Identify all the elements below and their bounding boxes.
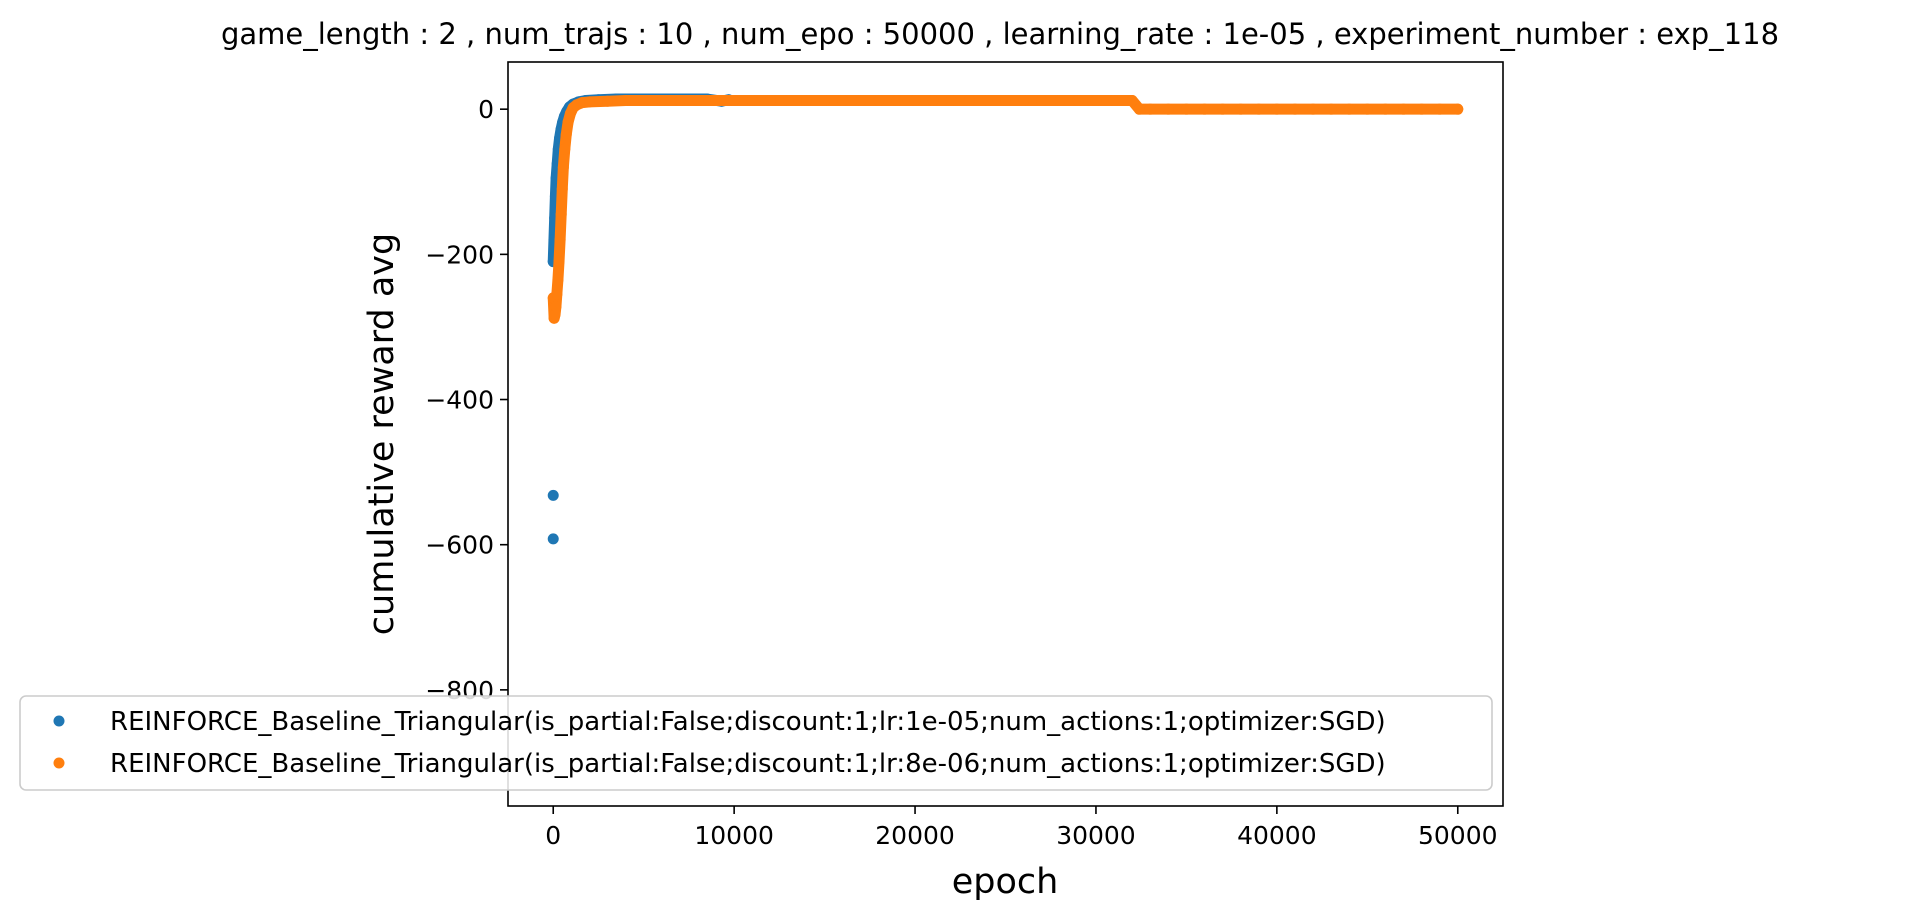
data-point [782,94,794,106]
data-point [1054,94,1066,106]
legend-frame [19,695,1493,791]
data-point [1343,103,1355,115]
x-axis-label: epoch [952,862,1059,902]
data-point [547,533,559,545]
data-point [559,143,571,155]
data-point [560,129,572,141]
data-point [583,96,595,108]
data-point [1144,103,1156,115]
data-point [1072,94,1084,106]
data-point [555,208,567,220]
x-tick-label: 0 [545,821,561,850]
data-point [891,94,903,106]
data-point [710,94,722,106]
data-point [1253,103,1265,115]
data-point [1325,103,1337,115]
data-point [819,94,831,106]
y-tick-label: 0 [478,95,494,124]
y-tick-label: −200 [425,240,494,269]
data-point [945,94,957,106]
data-point [837,94,849,106]
data-point [873,94,885,106]
y-axis-label: cumulative reward avg [362,233,402,635]
data-point [1271,103,1283,115]
data-point [1416,103,1428,115]
data-point [1217,103,1229,115]
data-point [562,116,574,128]
data-point [692,94,704,106]
x-tick-label: 10000 [694,821,774,850]
data-point [1036,94,1048,106]
data-point [764,94,776,106]
y-tick-label: −600 [425,531,494,560]
data-point [550,301,562,313]
legend-label-series-2: REINFORCE_Baseline_Triangular(is_partial… [110,749,1386,779]
plot-area [547,93,1464,545]
chart-title: game_length : 2 , num_trajs : 10 , num_e… [221,17,1779,51]
x-axis-ticks: 0 10000 20000 30000 40000 50000 [545,806,1498,850]
series-layer [547,93,1464,545]
data-point [1398,103,1409,115]
data-point [801,94,812,106]
data-point [638,94,650,106]
data-point [1133,103,1145,115]
data-point [674,94,686,106]
data-point [549,309,561,321]
data-point [1199,103,1210,115]
data-point [1000,94,1011,106]
data-point [552,274,564,286]
data-point [927,94,939,106]
data-point [981,94,993,106]
data-point [728,94,740,106]
data-point [557,161,569,173]
legend-marker-series-2 [53,757,65,769]
x-tick-label: 50000 [1418,821,1498,850]
y-tick-label: −400 [425,386,494,415]
data-point [556,183,568,195]
data-point [551,288,563,300]
data-point [963,94,975,106]
data-point [1162,103,1174,115]
data-point [1307,103,1319,115]
data-point [547,489,559,501]
data-point [909,94,921,106]
data-point [1108,94,1120,106]
data-point [1452,103,1464,115]
data-point [1090,94,1102,106]
data-point [746,94,758,106]
data-point [855,94,867,106]
data-point [553,256,565,268]
data-point [602,95,613,107]
data-point [1180,103,1192,115]
series-2 [547,94,1464,324]
data-point [1379,103,1391,115]
legend-label-series-1: REINFORCE_Baseline_Triangular(is_partial… [110,707,1386,737]
data-point [1018,94,1030,106]
data-point [1126,94,1138,106]
x-tick-label: 30000 [1056,821,1136,850]
data-point [554,234,566,246]
data-point [1235,103,1247,115]
legend: REINFORCE_Baseline_Triangular(is_partial… [19,695,1493,791]
data-point [656,94,668,106]
legend-marker-series-1 [53,715,65,727]
plot-frame [507,61,1504,807]
data-point [1361,103,1373,115]
data-point [1289,103,1301,115]
data-point [1434,103,1446,115]
data-point [620,94,632,106]
x-tick-label: 40000 [1237,821,1317,850]
x-tick-label: 20000 [875,821,955,850]
